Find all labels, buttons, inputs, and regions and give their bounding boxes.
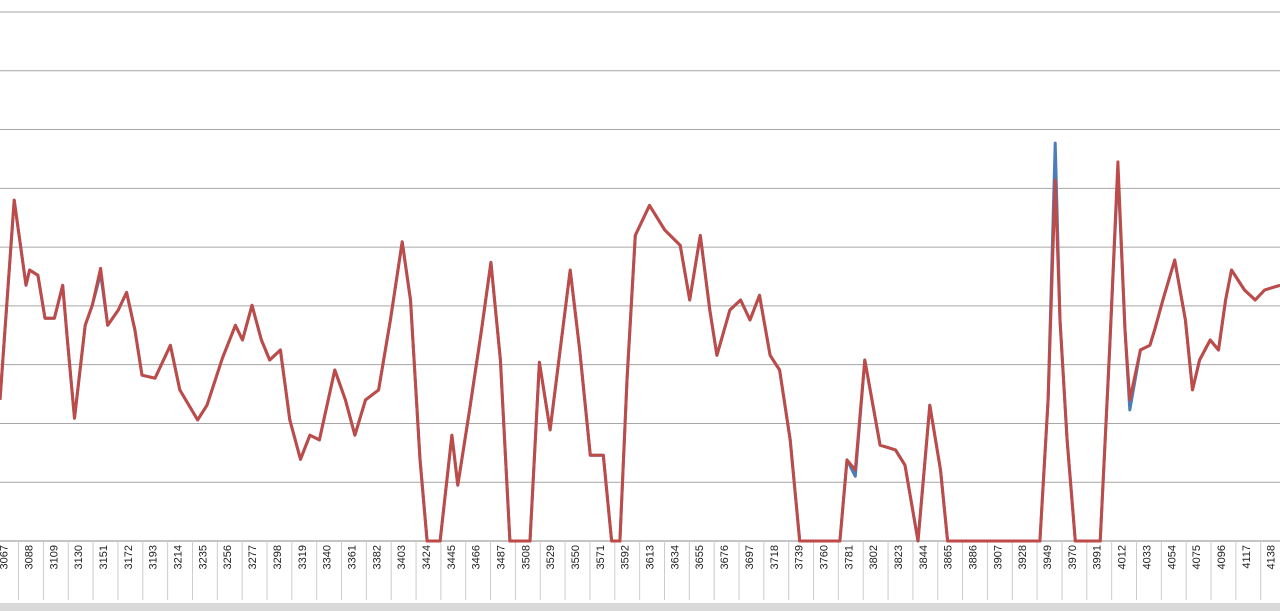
x-tick-label: 3214 [173, 545, 185, 569]
x-tick-label: 3487 [495, 545, 507, 569]
x-tick-label: 3067 [0, 545, 11, 569]
x-tick-label: 3361 [346, 545, 358, 569]
x-tick-label: 4117 [1241, 545, 1253, 569]
scroll-band [0, 603, 1280, 611]
x-tick-label: 3928 [1017, 545, 1029, 569]
x-tick-label: 3718 [769, 545, 781, 569]
x-tick-label: 3676 [719, 545, 731, 569]
x-tick-label: 3109 [48, 545, 60, 569]
x-tick-label: 3760 [818, 545, 830, 569]
x-tick-label: 3256 [222, 545, 234, 569]
series-line [0, 141, 1280, 543]
x-tick-label: 3550 [570, 545, 582, 569]
x-tick-label: 4075 [1191, 545, 1203, 569]
x-tick-label: 3991 [1092, 545, 1104, 569]
x-tick-label: 3655 [694, 545, 706, 569]
x-tick-label: 3193 [148, 545, 160, 569]
x-tick-label: 3613 [645, 545, 657, 569]
x-tick-label: 3823 [893, 545, 905, 569]
x-tick-label: 3466 [471, 545, 483, 569]
x-tick-label: 3571 [595, 545, 607, 569]
x-tick-label: 3697 [744, 545, 756, 569]
x-tick-label: 3508 [520, 545, 532, 569]
x-tick-label: 4012 [1117, 545, 1129, 569]
x-tick-label: 3151 [98, 545, 110, 569]
x-tick-label: 3592 [620, 545, 632, 569]
x-tick-label: 3949 [1042, 545, 1054, 569]
x-tick-label: 3319 [297, 545, 309, 569]
x-tick-label: 3445 [446, 545, 458, 569]
x-tick-label: 3403 [396, 545, 408, 569]
x-tick-label: 3088 [23, 545, 35, 569]
x-tick-label: 3844 [918, 545, 930, 569]
series-line [0, 160, 1280, 543]
x-tick-label: 3529 [545, 545, 557, 569]
x-tick-label: 3340 [322, 545, 334, 569]
x-tick-label: 3970 [1067, 545, 1079, 569]
x-tick-label: 3886 [968, 545, 980, 569]
x-tick-label: 3739 [794, 545, 806, 569]
x-tick-label: 4138 [1266, 545, 1278, 569]
x-tick-label: 3802 [868, 545, 880, 569]
x-tick-label: 3298 [272, 545, 284, 569]
x-tick-label: 3634 [669, 545, 681, 569]
x-tick-label: 3424 [421, 545, 433, 569]
x-tick-label: 3865 [943, 545, 955, 569]
x-tick-label: 3172 [123, 545, 135, 569]
x-tick-label: 3235 [197, 545, 209, 569]
x-tick-label: 4096 [1216, 545, 1228, 569]
x-tick-label: 3781 [843, 545, 855, 569]
x-tick-label: 3277 [247, 545, 259, 569]
x-tick-label: 3382 [371, 545, 383, 569]
x-tick-label: 3130 [73, 545, 85, 569]
x-tick-label: 3907 [992, 545, 1004, 569]
x-tick-label: 4054 [1166, 545, 1178, 569]
x-tick-label: 4033 [1141, 545, 1153, 569]
